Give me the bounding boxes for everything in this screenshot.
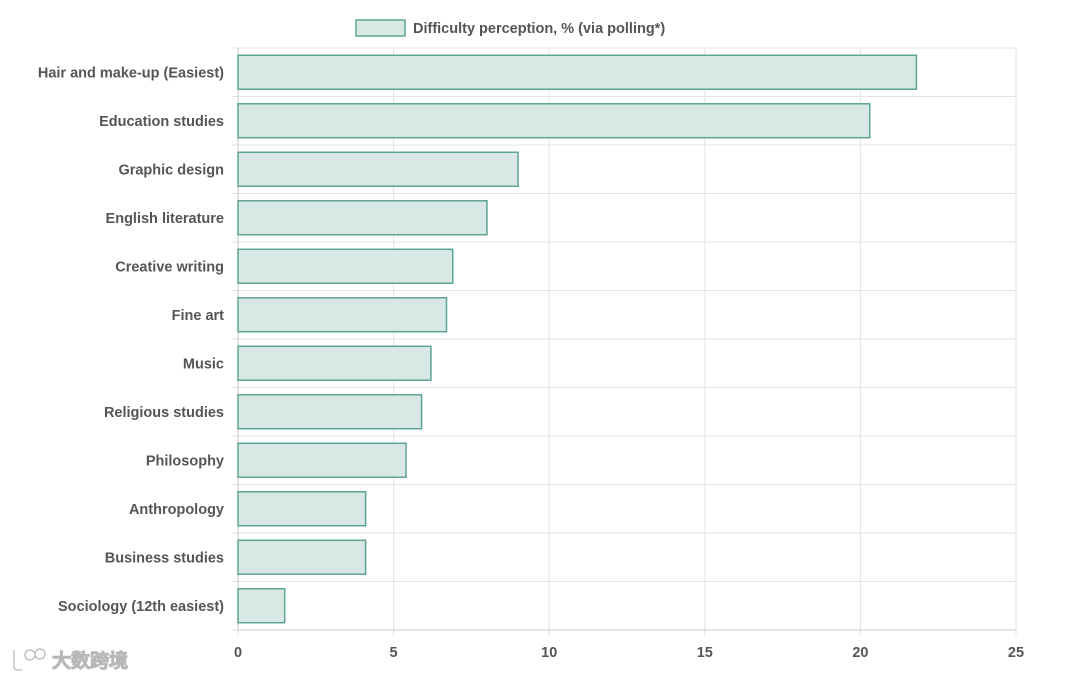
- category-label-10: Anthropology: [129, 502, 224, 518]
- category-label-1: Hair and make-up (Easiest): [38, 65, 224, 81]
- value-axis: 0 5 10 15 20 25: [234, 645, 1024, 661]
- grid-lines: [232, 47, 1017, 636]
- bar-4[interactable]: [237, 200, 488, 236]
- watermark: 大数跨境: [13, 648, 128, 672]
- bar-6[interactable]: [237, 297, 448, 333]
- bar-3[interactable]: [237, 151, 519, 187]
- category-label-11: Business studies: [105, 550, 224, 566]
- bar-12[interactable]: [237, 588, 286, 624]
- bar-9[interactable]: [237, 442, 407, 478]
- category-label-4: English literature: [106, 211, 224, 227]
- legend[interactable]: Difficulty perception, % (via polling*): [355, 19, 665, 37]
- x-tick-label-0: 0: [234, 645, 242, 661]
- bar-8[interactable]: [237, 394, 423, 430]
- category-label-6: Fine art: [172, 308, 225, 324]
- bar-7[interactable]: [237, 345, 432, 381]
- bar-1[interactable]: [237, 54, 918, 90]
- x-tick-label-4: 20: [852, 645, 868, 661]
- bar-5[interactable]: [237, 248, 454, 284]
- bar-10[interactable]: [237, 491, 367, 527]
- x-tick-label-2: 10: [541, 645, 557, 661]
- category-label-12: Sociology (12th easiest): [58, 599, 224, 615]
- category-label-3: Graphic design: [118, 162, 224, 178]
- x-tick-label-5: 25: [1008, 645, 1024, 661]
- category-label-5: Creative writing: [115, 259, 224, 275]
- category-label-2: Education studies: [99, 114, 224, 130]
- bar-series: [237, 54, 918, 624]
- x-tick-label-3: 15: [697, 645, 713, 661]
- bar-2[interactable]: [237, 103, 871, 139]
- x-tick-label-1: 5: [390, 645, 398, 661]
- category-label-7: Music: [183, 356, 224, 372]
- category-label-8: Religious studies: [104, 405, 224, 421]
- logo-mark-icon: [13, 648, 46, 671]
- watermark-text: 大数跨境: [52, 649, 128, 672]
- legend-label: Difficulty perception, % (via polling*): [413, 21, 665, 37]
- category-label-9: Philosophy: [146, 453, 224, 469]
- legend-swatch: [355, 19, 406, 37]
- category-axis: Hair and make-up (Easiest) Education stud…: [38, 65, 224, 615]
- bar-11[interactable]: [237, 539, 367, 575]
